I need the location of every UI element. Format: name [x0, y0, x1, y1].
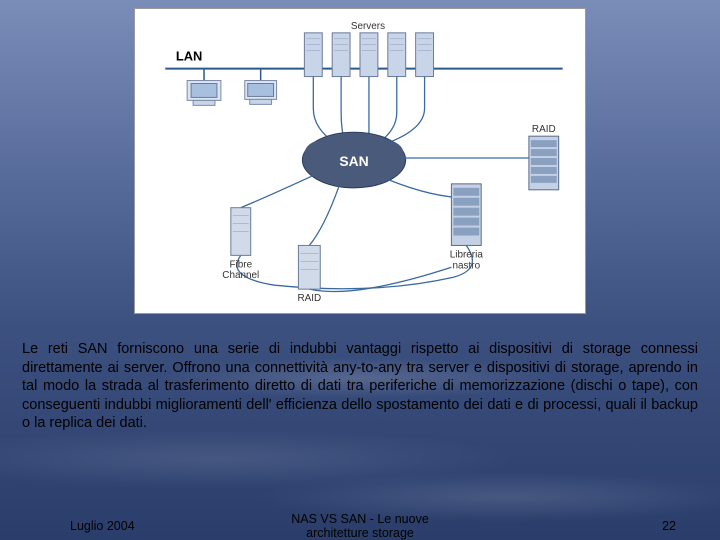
fibre-channel-label2: Channel: [222, 270, 259, 281]
edge: [382, 77, 397, 141]
client-pc: [187, 81, 221, 106]
footer-date: Luglio 2004: [70, 519, 135, 533]
footer-page-number: 22: [662, 519, 676, 533]
libreria-node: Libreria nastro: [450, 184, 484, 271]
san-label: SAN: [339, 153, 368, 169]
raid-right-label: RAID: [532, 124, 556, 135]
raid-left-label: RAID: [297, 293, 321, 304]
body-paragraph: Le reti SAN forniscono una serie di indu…: [22, 340, 698, 433]
edge: [390, 77, 425, 143]
network-diagram-svg: LAN Servers: [135, 9, 585, 313]
libreria-label: Libreria: [450, 249, 484, 260]
edge: [341, 77, 344, 141]
lan-label: LAN: [176, 49, 203, 64]
edge: [313, 77, 334, 143]
client-pc: [245, 81, 277, 105]
raid-right-node: RAID: [529, 124, 559, 190]
san-cloud: SAN: [302, 132, 405, 188]
footer-title: NAS VS SAN - Le nuove architetture stora…: [291, 512, 429, 540]
edge: [241, 176, 313, 208]
servers-label: Servers: [351, 21, 385, 32]
edge-loop: [237, 245, 472, 288]
server-group: [304, 33, 433, 77]
raid-left-node: RAID: [297, 245, 321, 304]
fibre-channel-label: Fibre: [229, 259, 252, 270]
network-diagram-panel: LAN Servers: [134, 8, 586, 314]
fibre-channel-node: Fibre Channel: [222, 208, 259, 282]
libreria-label2: nastro: [453, 260, 481, 271]
edge: [309, 186, 339, 246]
